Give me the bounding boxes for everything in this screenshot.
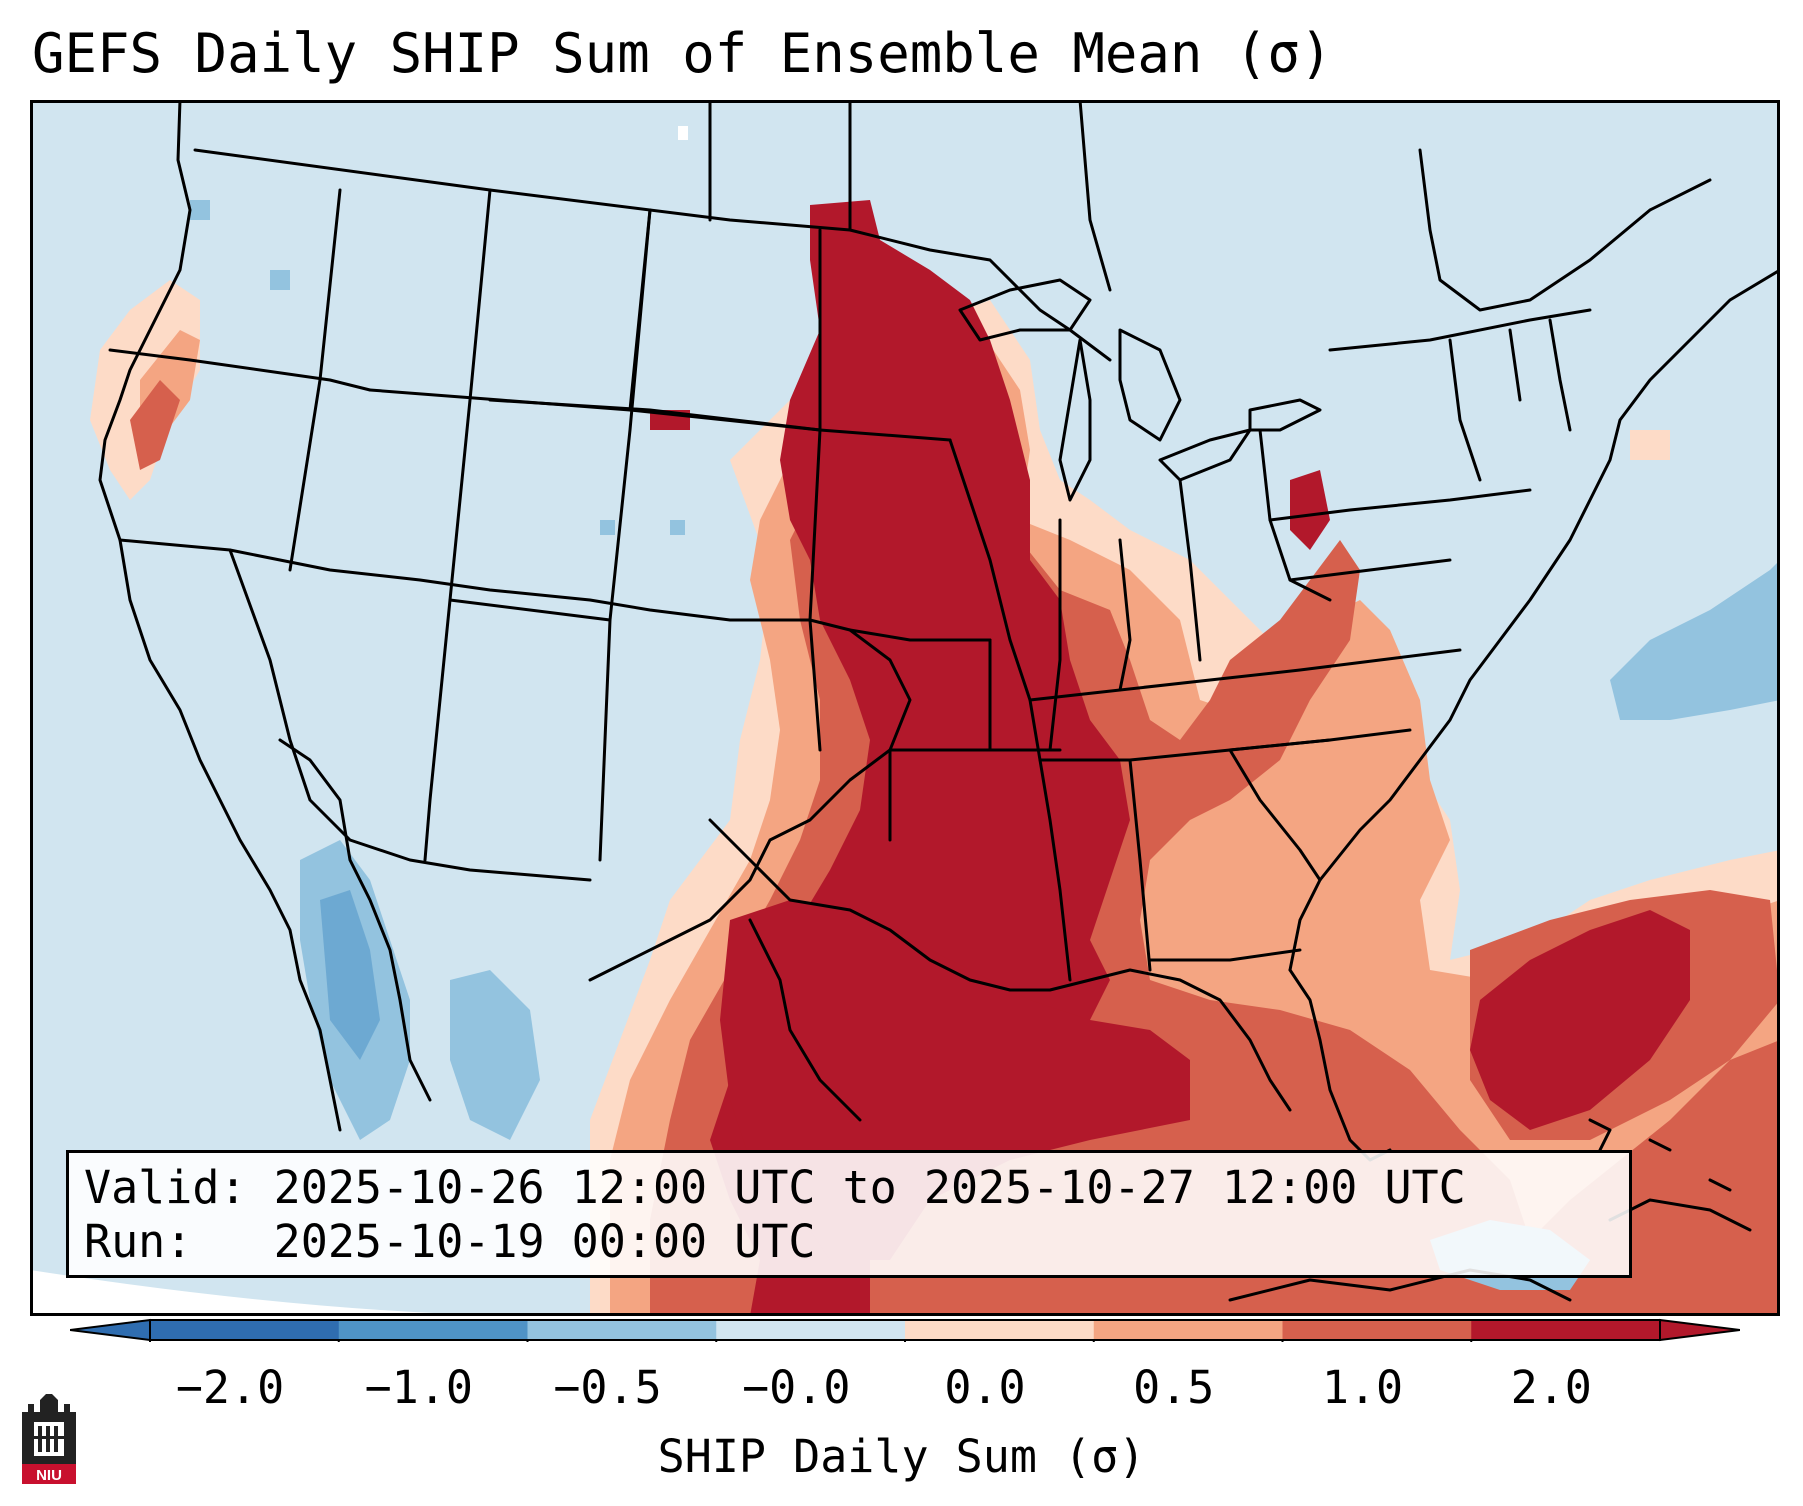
colorbar-tick-label: −0.0 [742,1361,851,1414]
run-label: Run: [84,1215,193,1268]
valid-value: 2025-10-26 12:00 UTC to 2025-10-27 12:00… [273,1161,1466,1214]
run-value: 2025-10-19 00:00 UTC [273,1215,816,1268]
colorbar-segment-3 [716,1320,906,1340]
map-panel [30,100,1780,1316]
lake-michigan [1058,338,1092,502]
anomaly-map [30,100,1780,1316]
colorbar-segment-7 [1471,1320,1661,1340]
colorbar-tick-label: −1.0 [364,1361,473,1414]
niu-castle-logo: NIU [22,1394,76,1484]
colorbar-segment-0 [150,1320,340,1340]
colorbar-tick-label: −0.5 [553,1361,662,1414]
colorbar-tick-label: 0.5 [1133,1361,1215,1414]
anomaly-moderate-cool [320,890,380,1060]
colorbar-segment-1 [338,1320,528,1340]
canada-border [193,148,1112,362]
lake-ontario [1248,398,1322,432]
colorbar-tick-label: 2.0 [1510,1361,1592,1414]
colorbar-extend-low [70,1318,151,1342]
missing-data-cell [678,126,688,140]
lake-erie [1158,428,1252,482]
west-coastline [98,100,342,1132]
colorbar-segment-4 [905,1320,1095,1340]
colorbar-segment-6 [1282,1320,1472,1340]
map-frame [30,100,1780,1316]
colorbar-extend-high [1659,1318,1740,1342]
lake-superior [958,278,1092,342]
colorbar-label: SHIP Daily Sum (σ) [657,1430,1146,1483]
gulf-coastline [708,818,1292,1112]
colorbar-tick-label: 0.0 [944,1361,1026,1414]
east-coastline [1288,268,1780,972]
baja-coastline [278,738,432,1102]
colorbar-tick-label: 1.0 [1321,1361,1404,1414]
projection-outside-area [30,1270,550,1316]
cuba-coastline [1228,1268,1572,1302]
niu-logo-text: NIU [36,1467,62,1484]
colorbar-tick-label: −2.0 [175,1361,285,1414]
chart-title: GEFS Daily SHIP Sum of Ensemble Mean (σ) [32,22,1333,85]
boundaries [98,100,1780,1302]
colorbar-segment-5 [1093,1320,1283,1340]
validity-info-box: Valid: 2025-10-26 12:00 UTC to 2025-10-2… [66,1150,1632,1278]
colorbar-segment-2 [527,1320,717,1340]
colorbar [70,1318,1740,1342]
lake-huron [1118,328,1182,442]
valid-label: Valid: [84,1161,247,1214]
texas-border [588,748,892,982]
